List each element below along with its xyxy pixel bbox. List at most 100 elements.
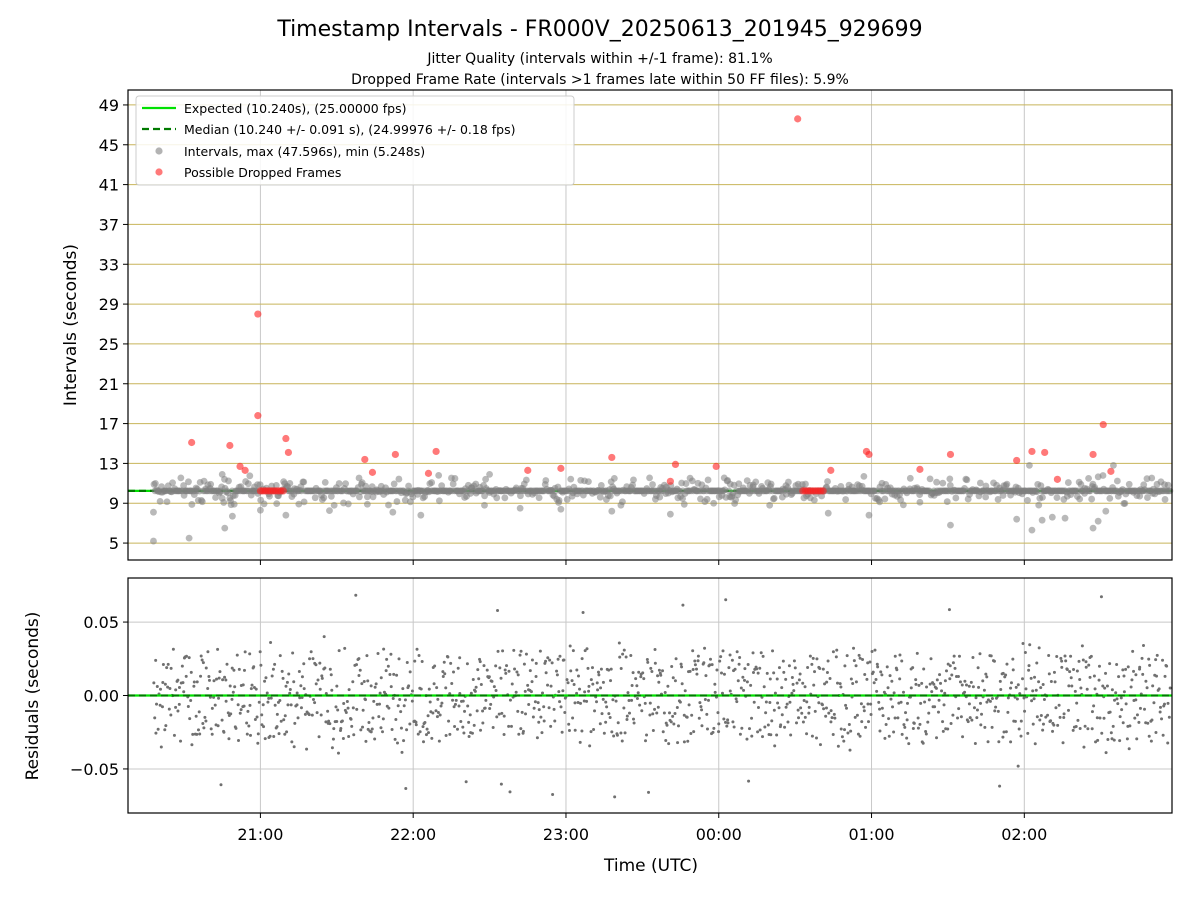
interval-point	[517, 492, 524, 500]
residual-point	[435, 686, 439, 690]
interval-point	[1136, 492, 1144, 500]
residual-point	[285, 680, 289, 684]
residual-point	[613, 795, 617, 799]
residual-point	[184, 654, 188, 658]
residual-point	[790, 675, 794, 679]
residual-point	[310, 713, 314, 717]
residual-point	[463, 709, 467, 713]
residual-point	[712, 726, 716, 730]
interval-point	[481, 501, 488, 509]
residual-point	[728, 653, 732, 657]
residual-point	[342, 702, 346, 706]
residual-point	[649, 666, 653, 670]
residual-point	[988, 699, 992, 703]
residual-point	[388, 673, 392, 677]
residual-point	[642, 677, 646, 681]
residual-point	[563, 710, 567, 714]
x-axis-label: Time (UTC)	[603, 856, 698, 876]
residual-point	[586, 666, 590, 670]
residual-point	[927, 698, 931, 702]
residual-point	[275, 725, 279, 729]
residual-point	[527, 702, 531, 706]
residual-point	[682, 740, 686, 744]
residual-point	[495, 715, 499, 719]
dropped-frame-point	[712, 462, 720, 470]
residual-point	[902, 723, 906, 727]
interval-point	[1035, 501, 1043, 509]
residual-point	[292, 745, 296, 749]
residual-point	[764, 711, 768, 715]
interval-point	[1013, 515, 1021, 523]
residual-point	[787, 664, 791, 668]
residual-point	[452, 670, 456, 674]
residual-point	[1064, 659, 1068, 663]
residual-point	[960, 683, 964, 687]
residual-point	[580, 729, 584, 733]
residual-point	[852, 646, 856, 650]
residual-point	[713, 690, 717, 694]
residual-point	[898, 677, 902, 681]
residual-point	[593, 709, 597, 713]
residual-point	[1140, 656, 1144, 660]
residual-point	[827, 711, 831, 715]
dropped-frame-point	[557, 464, 565, 472]
residual-point	[395, 741, 399, 745]
residual-point	[163, 682, 167, 686]
residual-point	[324, 720, 328, 724]
residual-point	[441, 670, 445, 674]
residual-point	[169, 713, 173, 717]
residual-point	[681, 603, 685, 607]
residual-point	[831, 650, 835, 654]
residual-point	[1027, 668, 1031, 672]
residual-point	[1068, 670, 1072, 674]
residual-point	[188, 717, 192, 721]
residual-point	[976, 666, 980, 670]
interval-point	[1089, 524, 1097, 532]
residual-point	[213, 703, 217, 707]
interval-point	[982, 493, 990, 501]
residual-point	[1047, 654, 1051, 658]
residual-point	[1165, 664, 1169, 668]
residual-point	[1073, 689, 1077, 693]
residual-point	[254, 687, 258, 691]
interval-point	[395, 475, 403, 483]
residual-point	[919, 701, 923, 705]
residual-point	[596, 670, 600, 674]
residual-point	[966, 720, 970, 724]
residual-point	[895, 668, 899, 672]
residual-point	[273, 703, 277, 707]
legend-intervals-swatch	[155, 147, 163, 155]
residual-point	[263, 679, 267, 683]
residual-point	[974, 696, 978, 700]
residual-point	[856, 732, 860, 736]
residual-point	[829, 720, 833, 724]
residual-point	[438, 713, 442, 717]
residual-point	[1037, 646, 1041, 650]
residual-point	[1090, 710, 1094, 714]
residual-point	[975, 716, 979, 720]
residual-point	[384, 669, 388, 673]
residual-point	[428, 700, 432, 704]
residual-point	[1001, 671, 1005, 675]
residual-point	[416, 732, 420, 736]
interval-point	[451, 475, 459, 482]
interval-point	[916, 498, 924, 506]
residual-point	[765, 671, 769, 675]
residual-point	[540, 691, 544, 695]
residual-point	[377, 702, 381, 706]
residual-point	[708, 663, 712, 667]
residual-point	[267, 696, 271, 700]
residual-point	[634, 677, 638, 681]
residual-point	[864, 725, 868, 729]
residual-point	[1098, 716, 1102, 720]
residual-point	[700, 708, 704, 712]
residual-point	[926, 720, 930, 724]
residual-point	[176, 709, 180, 713]
residual-point	[1037, 680, 1041, 684]
residual-point	[457, 704, 461, 708]
residual-point	[1028, 643, 1032, 647]
residual-point	[292, 680, 296, 684]
residual-point	[1105, 684, 1109, 688]
residual-point	[346, 706, 350, 710]
interval-point	[266, 492, 273, 500]
